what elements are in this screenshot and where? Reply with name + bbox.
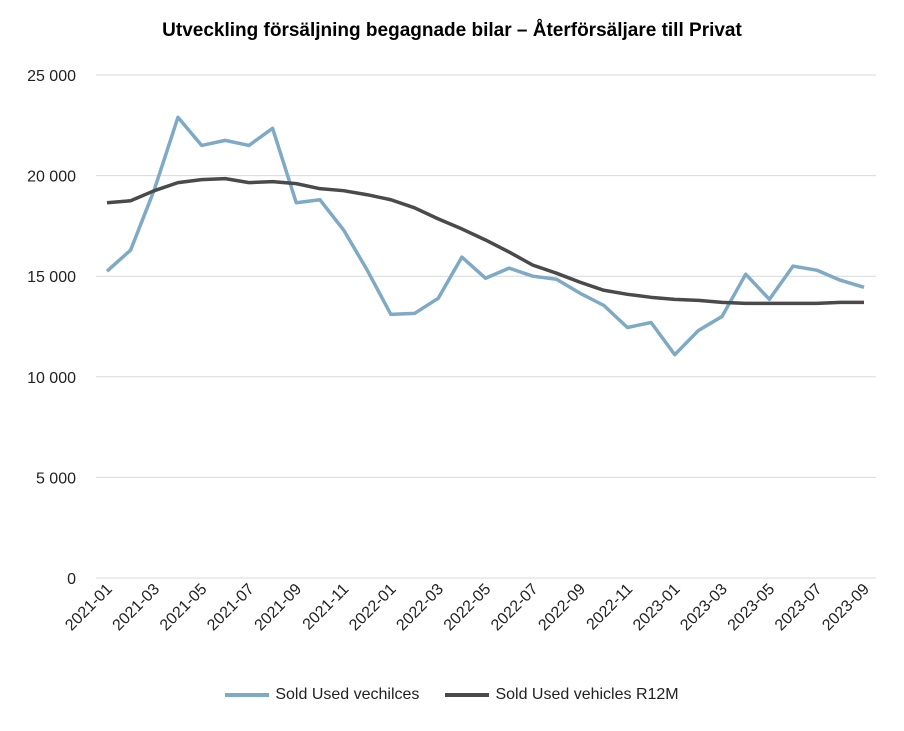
- legend-label-r12m: Sold Used vehicles R12M: [495, 686, 679, 703]
- y-tick-label: 10 000: [27, 370, 76, 387]
- chart-title: Utveckling försäljning begagnade bilar –…: [162, 20, 742, 41]
- x-tick-label: 2021-01: [62, 581, 116, 635]
- legend-item-r12m: Sold Used vehicles R12M: [445, 686, 679, 704]
- x-tick-label: 2022-01: [346, 581, 400, 635]
- x-tick-label: 2023-01: [630, 581, 684, 635]
- x-tick-label: 2022-03: [393, 581, 447, 635]
- x-tick-label: 2023-07: [772, 581, 826, 635]
- legend: Sold Used vechilces Sold Used vehicles R…: [0, 686, 904, 704]
- x-tick-label: 2021-03: [110, 581, 164, 635]
- x-tick-label: 2021-05: [157, 581, 211, 635]
- x-tick-label: 2021-09: [252, 581, 306, 635]
- y-tick-label: 0: [67, 571, 76, 588]
- x-tick-label: 2021-11: [300, 581, 353, 634]
- x-tick-label: 2023-03: [677, 581, 731, 635]
- y-tick-label: 25 000: [27, 68, 76, 85]
- x-tick-label: 2023-05: [725, 581, 779, 635]
- legend-swatch-sold: [225, 693, 270, 697]
- series-line-0: [105, 115, 865, 357]
- x-tick-label: 2022-11: [584, 581, 637, 634]
- y-tick-label: 20 000: [27, 169, 76, 186]
- x-tick-label: 2022-05: [441, 581, 495, 635]
- x-tick-label: 2023-09: [819, 581, 873, 635]
- legend-label-sold: Sold Used vechilces: [275, 686, 420, 703]
- x-tick-label: 2022-07: [488, 581, 542, 635]
- y-tick-label: 15 000: [27, 269, 76, 286]
- x-tick-label: 2021-07: [204, 581, 258, 635]
- legend-item-sold: Sold Used vechilces: [225, 686, 419, 704]
- x-tick-label: 2022-09: [535, 581, 589, 635]
- legend-swatch-r12m: [445, 693, 490, 697]
- series-line-1: [106, 176, 864, 306]
- y-tick-label: 5 000: [36, 470, 76, 487]
